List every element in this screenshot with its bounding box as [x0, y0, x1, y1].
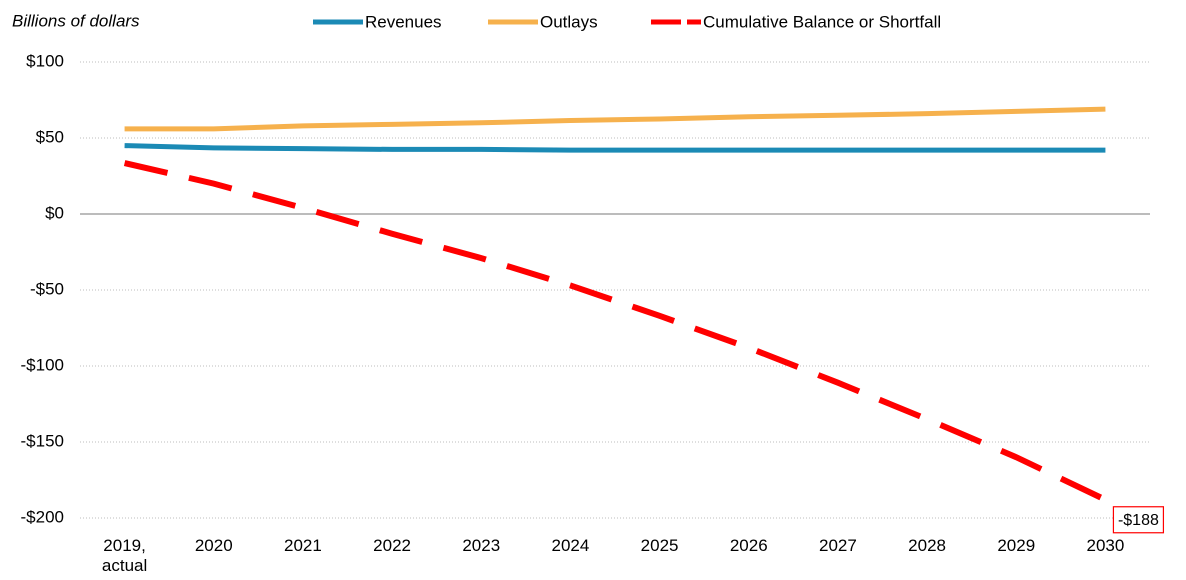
series-line: [124, 143, 1106, 153]
x-tick-label: 2019, actual: [101, 536, 148, 575]
x-tick-label: 2026: [729, 536, 768, 555]
y-tick-label: -$100: [21, 355, 64, 374]
x-tick-label: 2027: [818, 536, 857, 555]
y-tick-label: $50: [36, 127, 64, 146]
series-line: [123, 160, 1107, 503]
legend-label: Revenues: [365, 12, 442, 31]
legend-label: Cumulative Balance or Shortfall: [703, 12, 941, 31]
value-label: -$188: [1118, 512, 1159, 529]
legend-label: Outlays: [540, 12, 598, 31]
x-tick-label: 2020: [194, 536, 233, 555]
y-tick-label: -$150: [21, 431, 64, 450]
y-tick-label: $100: [26, 51, 64, 70]
axis-label: Billions of dollars: [12, 11, 140, 30]
series-line: [124, 106, 1106, 132]
x-tick-label: 2030: [1086, 536, 1125, 555]
value-label-box: [1112, 506, 1165, 534]
x-tick-label: 2021: [283, 536, 322, 555]
x-tick-label: 2024: [551, 536, 590, 555]
y-tick-label: $0: [45, 203, 64, 222]
x-tick-label: 2028: [908, 536, 946, 555]
x-tick-label: 2029: [997, 536, 1036, 555]
x-tick-label: 2023: [462, 536, 501, 555]
y-tick-label: -$200: [21, 507, 64, 526]
y-tick-label: -$50: [30, 279, 64, 298]
x-tick-label: 2022: [373, 536, 411, 555]
x-tick-label: 2025: [640, 536, 679, 555]
